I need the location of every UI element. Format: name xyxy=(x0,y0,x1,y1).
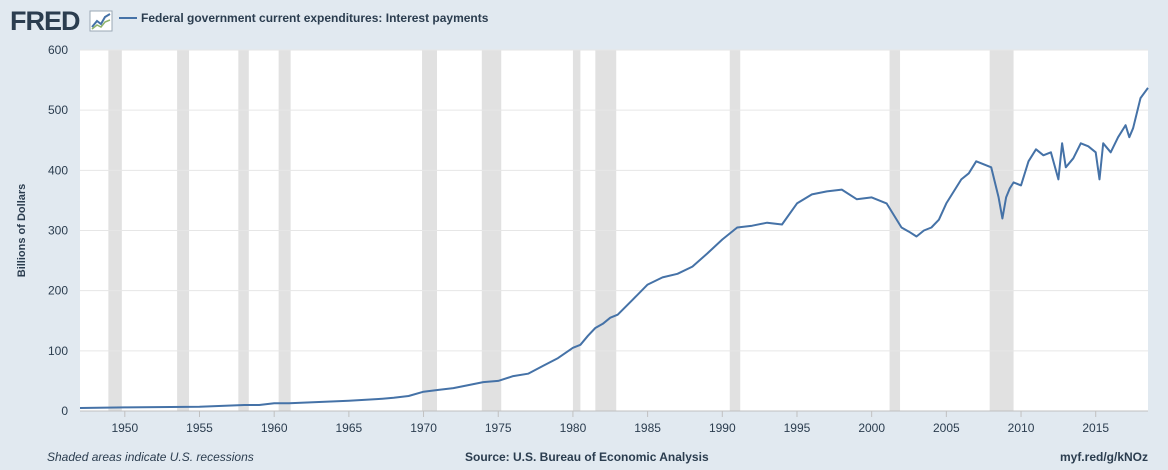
y-tick-label: 400 xyxy=(48,163,68,177)
x-tick-label: 1980 xyxy=(560,421,587,435)
x-tick-label: 1955 xyxy=(186,421,213,435)
y-tick-label: 200 xyxy=(48,284,68,298)
x-tick-label: 1985 xyxy=(634,421,661,435)
line-chart-icon xyxy=(89,10,113,32)
chart-header: FRED Federal government current expendit… xyxy=(0,0,1168,40)
y-tick-label: 0 xyxy=(61,404,68,418)
y-tick-label: 500 xyxy=(48,103,68,117)
recession-note: Shaded areas indicate U.S. recessions xyxy=(47,450,254,464)
y-tick-label: 100 xyxy=(48,344,68,358)
x-tick-label: 1995 xyxy=(784,421,811,435)
series-line xyxy=(79,87,1149,409)
legend[interactable]: Federal government current expenditures:… xyxy=(119,11,488,25)
x-tick-label: 1970 xyxy=(410,421,437,435)
x-tick-label: 2005 xyxy=(933,421,960,435)
fred-logo[interactable]: FRED xyxy=(10,6,80,36)
y-tick-label: 600 xyxy=(48,43,68,57)
x-tick-label: 1990 xyxy=(709,421,736,435)
x-tick-label: 2015 xyxy=(1082,421,1109,435)
x-tick-label: 1950 xyxy=(111,421,138,435)
short-link[interactable]: myf.red/g/kNOz xyxy=(1059,450,1148,464)
x-tick-label: 2010 xyxy=(1008,421,1035,435)
x-tick-label: 2000 xyxy=(858,421,885,435)
y-axis-label: Billions of Dollars xyxy=(16,184,28,278)
legend-label: Federal government current expenditures:… xyxy=(141,11,489,25)
x-tick-label: 1965 xyxy=(336,421,363,435)
x-tick-label: 1960 xyxy=(261,421,288,435)
legend-swatch xyxy=(119,17,137,19)
x-tick-label: 1975 xyxy=(485,421,512,435)
source-text: Source: U.S. Bureau of Economic Analysis xyxy=(465,450,709,464)
line-chart[interactable]: 0 100 200 300 400 500 600 1950 1955 1960 1965 1970 1… xyxy=(0,0,1168,445)
y-tick-label: 300 xyxy=(48,224,68,238)
